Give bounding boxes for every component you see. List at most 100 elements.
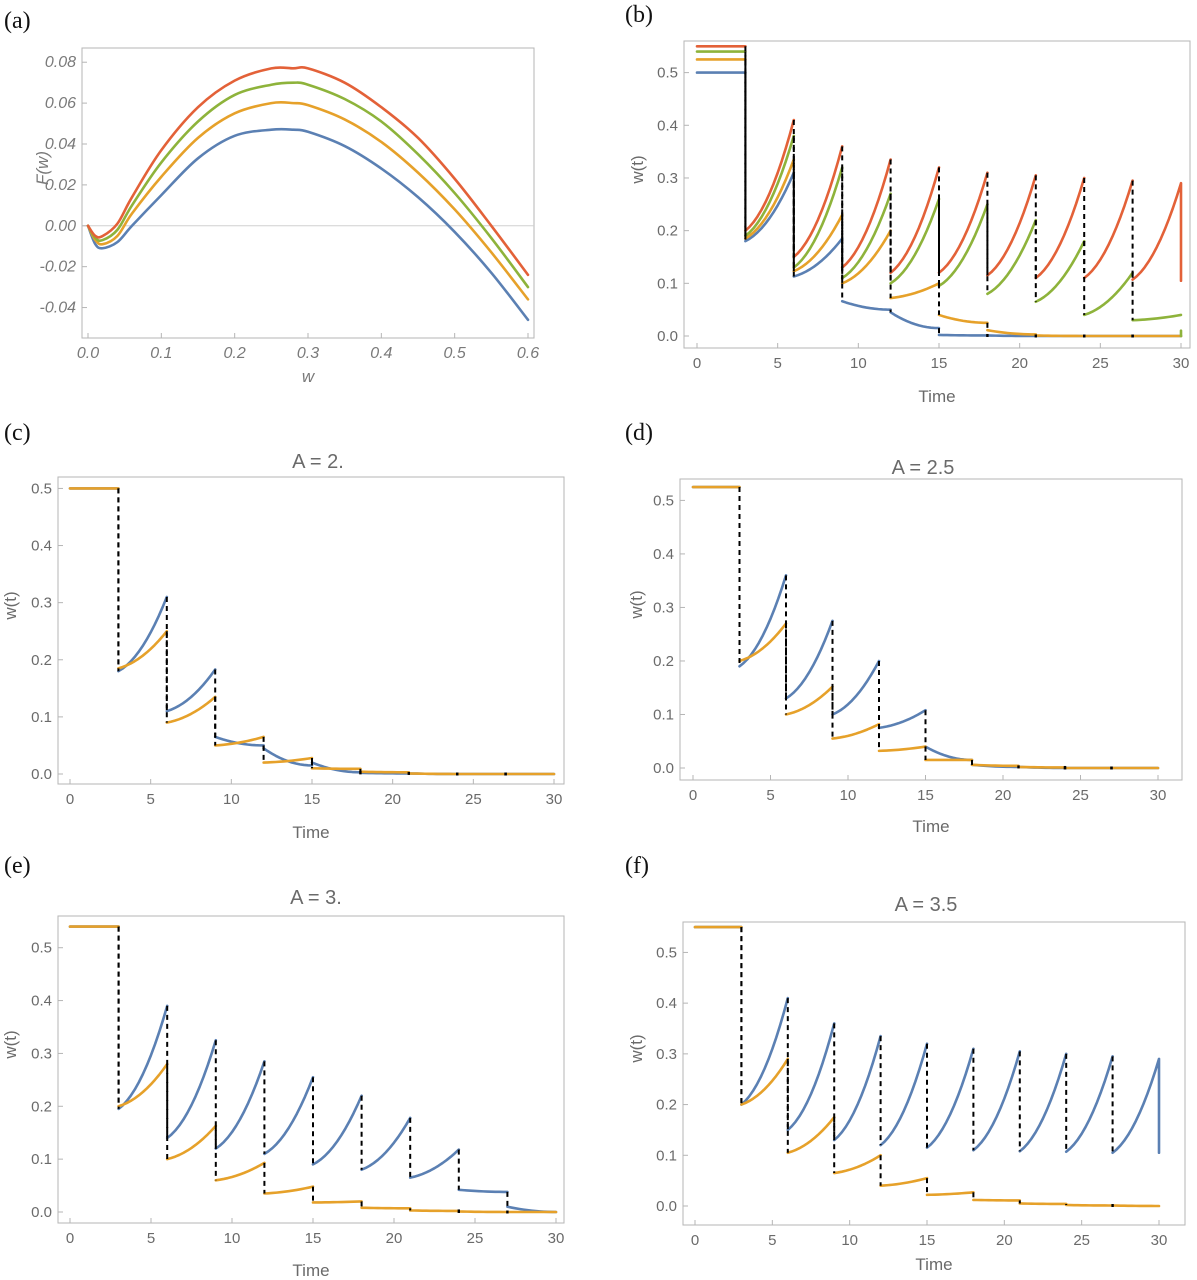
series-line-red <box>695 44 1183 282</box>
y-tick-label: 0.04 <box>45 136 76 153</box>
x-tick-label: 0 <box>691 1232 699 1249</box>
x-tick-label: 20 <box>386 1230 403 1247</box>
x-tick-label: 30 <box>1173 355 1190 372</box>
x-tick-label: 0.0 <box>77 345 99 362</box>
y-tick-label: -0.04 <box>40 300 77 317</box>
x-tick-label: 25 <box>1072 787 1089 804</box>
x-tick-label: 15 <box>931 355 948 372</box>
x-tick-label: 10 <box>840 787 857 804</box>
panel-e: (e) A = 3. 0 5 10 15 20 25 30 0.0 0.1 0.2 0.3 0.4 0.5 T… <box>1 853 565 1280</box>
x-tick-label: 5 <box>766 787 774 804</box>
x-tick-label: 25 <box>1073 1232 1090 1249</box>
series-line-orange <box>693 925 1161 1208</box>
x-tick-label: 30 <box>1150 787 1167 804</box>
y-tick-label: 0.1 <box>31 709 52 726</box>
plot-frame <box>683 40 1191 349</box>
y-tick-label: 0.06 <box>45 95 76 112</box>
x-tick-label: 0 <box>66 1230 74 1247</box>
y-tick-label: 0.0 <box>657 328 678 345</box>
y-tick-label: 0.00 <box>45 218 76 235</box>
y-tick-label: 0.3 <box>656 1046 677 1063</box>
x-tick-label: 10 <box>850 355 867 372</box>
series-line-green <box>86 81 530 289</box>
y-tick-label: 0.0 <box>31 1204 52 1221</box>
y-tick-label: 0.4 <box>657 117 678 134</box>
y-tick-label: 0.2 <box>656 1097 677 1114</box>
chart-title: A = 3.5 <box>895 894 958 916</box>
y-tick-label: 0.0 <box>656 1198 677 1215</box>
series-line-orange <box>695 58 1183 338</box>
x-tick-label: 0.1 <box>150 345 172 362</box>
y-axis-label: F(w) <box>33 151 52 185</box>
panel-label: (a) <box>4 8 31 34</box>
x-tick-label: 15 <box>305 1230 322 1247</box>
panel-d: (d) A = 2.5 0 5 10 15 20 25 30 0.0 0.1 0.2 0.3 0.4 0.5… <box>625 420 1183 836</box>
y-tick-label: 0.0 <box>31 766 52 783</box>
y-tick-label: 0.5 <box>656 944 677 961</box>
series-line-orange <box>691 485 1160 770</box>
plot-frame <box>682 921 1186 1226</box>
y-tick-label: 0.1 <box>656 1147 677 1164</box>
panel-label: (b) <box>625 2 653 28</box>
x-tick-label: 0.5 <box>444 345 466 362</box>
y-tick-label: 0.4 <box>653 546 674 563</box>
x-tick-label: 30 <box>546 791 563 808</box>
x-tick-label: 5 <box>768 1232 776 1249</box>
panel-label: (e) <box>4 853 31 879</box>
x-tick-label: 20 <box>384 791 401 808</box>
y-tick-label: 0.0 <box>653 760 674 777</box>
x-axis-label: Time <box>918 387 955 406</box>
panel-label: (c) <box>4 420 31 446</box>
x-axis-label: Time <box>292 823 329 842</box>
y-tick-label: 0.5 <box>31 480 52 497</box>
x-tick-label: 15 <box>917 787 934 804</box>
x-tick-label: 0.6 <box>517 345 539 362</box>
y-axis-label: w(t) <box>1 591 20 620</box>
series-line-blue <box>86 127 530 322</box>
x-axis-label: Time <box>912 817 949 836</box>
y-axis-label: w(t) <box>628 155 647 184</box>
panel-label: (d) <box>625 420 653 446</box>
chart-title: A = 2. <box>292 451 344 473</box>
y-axis-label: w(t) <box>1 1030 20 1059</box>
x-axis-label: Time <box>292 1261 329 1280</box>
y-tick-label: 0.1 <box>657 275 678 292</box>
panel-a: (a) 0.0 0.1 0.2 0.3 0.4 0.5 0.6 0.08 0.06 0.04 0.02… <box>4 8 539 386</box>
y-tick-label: 0.4 <box>656 995 677 1012</box>
y-tick-label: 0.2 <box>31 652 52 669</box>
x-axis-label: w <box>302 367 316 386</box>
y-axis-label: w(t) <box>627 590 646 619</box>
x-tick-label: 25 <box>465 791 482 808</box>
y-tick-label: 0.3 <box>653 599 674 616</box>
x-tick-label: 10 <box>224 1230 241 1247</box>
x-tick-label: 0 <box>66 791 74 808</box>
panel-c: (c) A = 2. 0 5 10 15 20 25 30 0.0 0.1 0.2 0.3 0.4 0.5 T… <box>1 420 565 842</box>
y-axis-label: w(t) <box>627 1034 646 1063</box>
y-tick-label: 0.3 <box>31 595 52 612</box>
y-tick-label: 0.2 <box>657 223 678 240</box>
x-tick-label: 0 <box>693 355 701 372</box>
y-tick-label: 0.1 <box>31 1151 52 1168</box>
series-line-orange <box>86 100 530 301</box>
y-tick-label: 0.5 <box>657 65 678 82</box>
y-tick-label: -0.02 <box>40 259 77 276</box>
x-axis-label: Time <box>915 1255 952 1274</box>
plot-frame <box>679 478 1183 781</box>
x-tick-label: 5 <box>147 1230 155 1247</box>
panel-f: (f) A = 3.5 0 5 10 15 20 25 30 0.0 0.1 0.2 0.3 0.4 0.5… <box>625 853 1186 1274</box>
plot-frame <box>57 915 565 1224</box>
x-tick-label: 30 <box>1151 1232 1168 1249</box>
x-tick-label: 0 <box>689 787 697 804</box>
y-tick-label: 0.3 <box>657 170 678 187</box>
series-line-orange <box>68 487 556 776</box>
y-tick-label: 0.2 <box>653 653 674 670</box>
y-tick-label: 0.4 <box>31 993 52 1010</box>
chart-title: A = 2.5 <box>892 457 955 479</box>
x-tick-label: 0.2 <box>224 345 246 362</box>
series-line-red <box>86 66 530 277</box>
series-line-blue <box>691 485 1160 770</box>
y-tick-label: 0.5 <box>31 940 52 957</box>
y-tick-label: 0.08 <box>45 54 76 71</box>
x-tick-label: 20 <box>995 787 1012 804</box>
